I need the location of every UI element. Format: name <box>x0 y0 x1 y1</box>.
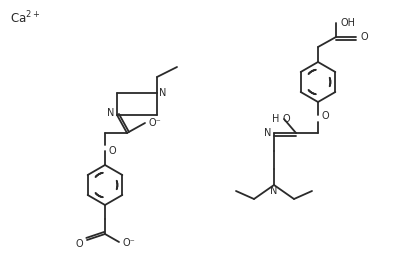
Text: N: N <box>270 186 277 196</box>
Text: O: O <box>359 32 367 42</box>
Text: O: O <box>75 239 83 249</box>
Text: N: N <box>159 88 166 98</box>
Text: N: N <box>107 108 114 118</box>
Text: O: O <box>281 114 289 124</box>
Text: O⁻: O⁻ <box>122 238 135 248</box>
Text: O⁻: O⁻ <box>148 118 161 128</box>
Text: N: N <box>264 128 271 138</box>
Text: OH: OH <box>340 18 355 28</box>
Text: O: O <box>108 146 115 156</box>
Text: O: O <box>320 111 328 121</box>
Text: H: H <box>272 114 279 124</box>
Text: Ca$^{2+}$: Ca$^{2+}$ <box>10 10 40 26</box>
